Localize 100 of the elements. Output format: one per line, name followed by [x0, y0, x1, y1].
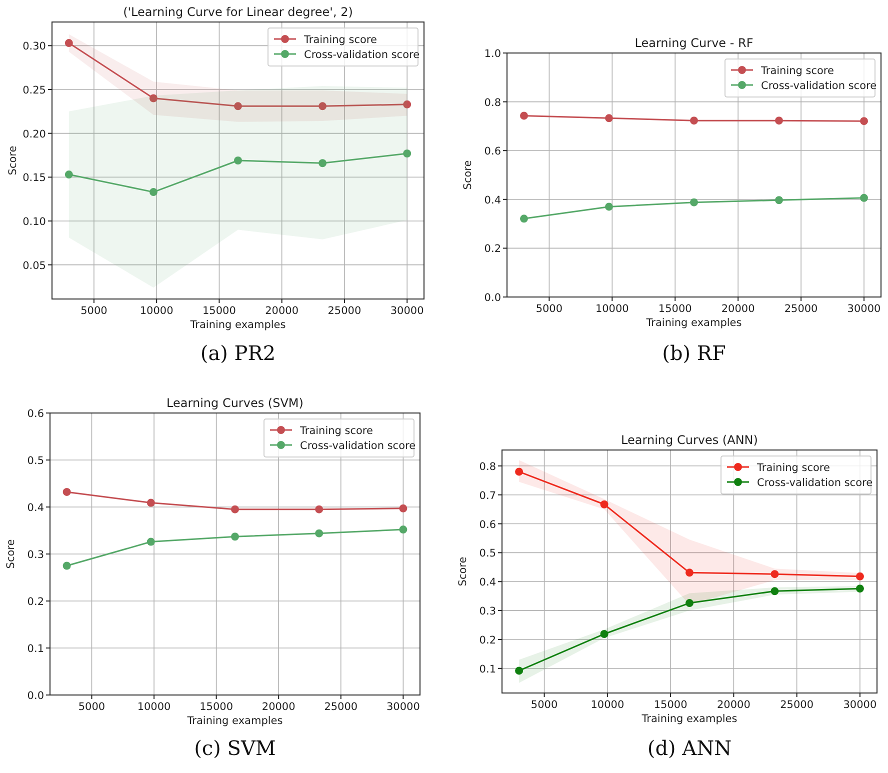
y-tick-label: 0.20: [22, 128, 46, 140]
y-axis-title: Score: [5, 539, 17, 569]
point: [690, 116, 698, 125]
point: [399, 526, 408, 534]
point: [234, 156, 242, 164]
y-tick-label: 0.05: [22, 260, 46, 272]
point: [149, 188, 158, 196]
y-axis-title: Score: [462, 160, 474, 190]
x-tick-label: 10000: [137, 701, 171, 713]
y-tick-label: 0.1: [27, 643, 44, 655]
text: (a) PR2: [200, 341, 276, 365]
y-tick-label: 0.1: [479, 663, 496, 676]
x-tick-label: 5000: [80, 305, 108, 317]
y-tick-label: 0.15: [22, 172, 46, 184]
chart-title: Learning Curves (SVM): [166, 396, 304, 410]
chart-title: Learning Curves (ANN): [621, 433, 758, 447]
x-tick-label: 20000: [716, 699, 750, 711]
point: [62, 562, 71, 570]
x-tick-label: 25000: [784, 303, 818, 315]
x-tick-label: 5000: [78, 701, 106, 713]
point: [146, 538, 155, 546]
y-tick-label: 0.0: [27, 690, 44, 702]
x-tick-label: 20000: [262, 701, 296, 713]
y-tick-label: 0.6: [479, 518, 496, 531]
y-tick-label: 1.0: [484, 48, 501, 60]
x-tick-label: 10000: [590, 699, 624, 711]
y-tick-label: 0.5: [479, 548, 496, 560]
y-axis-title: Score: [7, 146, 19, 176]
point: [403, 100, 412, 108]
x-tick-label: 30000: [847, 303, 881, 315]
legend-label: Training score: [299, 425, 373, 437]
x-tick-label: 25000: [328, 305, 362, 317]
point: [770, 587, 779, 596]
x-tick-label: 30000: [390, 305, 424, 317]
y-tick-label: 0.2: [479, 634, 496, 646]
point: [690, 198, 698, 206]
y-tick-label: 0.5: [27, 455, 44, 467]
x-tick-label: 25000: [780, 699, 814, 711]
x-tick-label: 25000: [324, 701, 358, 713]
point: [231, 505, 239, 514]
y-tick-label: 0.6: [27, 408, 44, 420]
y-tick-label: 0.10: [22, 216, 46, 228]
chart-title: ('Learning Curve for Linear degree', 2): [123, 5, 353, 19]
point: [600, 500, 608, 508]
x-tick-label: 15000: [202, 305, 236, 317]
point: [856, 584, 864, 593]
x-tick-label: 5000: [530, 699, 558, 711]
point: [770, 570, 779, 578]
point: [318, 159, 327, 168]
legend-label: Cross-validation score: [757, 477, 873, 489]
y-tick-label: 0.2: [27, 596, 44, 608]
point: [64, 39, 73, 48]
y-axis-title: Score: [457, 556, 469, 586]
point: [315, 529, 324, 538]
y-tick-label: 0.4: [27, 502, 44, 514]
point: [64, 170, 73, 179]
point: [231, 532, 239, 541]
y-tick-label: 0.2: [484, 243, 501, 256]
y-tick-label: 0.8: [479, 460, 496, 473]
text: (d) ANN: [647, 736, 732, 760]
x-axis-title: Training examples: [189, 319, 286, 331]
point: [605, 114, 613, 122]
point: [318, 102, 327, 110]
legend-label: Cross-validation score: [761, 80, 877, 92]
legend-label: Training score: [303, 34, 377, 46]
legend-label: Cross-validation score: [300, 440, 416, 452]
y-tick-label: 0.25: [22, 84, 46, 96]
point: [399, 504, 408, 512]
y-tick-label: 0.4: [479, 576, 496, 589]
point: [775, 116, 783, 125]
x-tick-label: 20000: [265, 305, 299, 317]
text: (c) SVM: [194, 736, 276, 760]
x-tick-label: 15000: [658, 303, 692, 315]
x-axis-title: Training examples: [645, 317, 742, 329]
point: [860, 117, 868, 126]
y-tick-label: 0.3: [27, 549, 44, 561]
x-tick-label: 30000: [843, 699, 877, 711]
x-tick-label: 10000: [140, 305, 174, 317]
y-tick-label: 0.4: [484, 194, 502, 206]
x-tick-label: 30000: [386, 701, 420, 713]
point: [600, 630, 608, 638]
chart-title: Learning Curve - RF: [634, 36, 754, 50]
point: [146, 498, 155, 507]
y-tick-label: 0.7: [479, 490, 496, 502]
point: [686, 599, 694, 608]
legend-label: Cross-validation score: [304, 49, 420, 61]
y-tick-label: 0.8: [484, 96, 501, 109]
y-tick-label: 0.30: [22, 40, 46, 53]
legend-label: Training score: [756, 462, 830, 474]
point: [686, 568, 694, 577]
point: [62, 488, 71, 496]
x-axis-title: Training examples: [186, 715, 283, 727]
point: [149, 94, 158, 102]
x-tick-label: 10000: [595, 303, 629, 315]
point: [403, 149, 412, 158]
point: [315, 505, 324, 514]
point: [860, 194, 868, 202]
point: [856, 572, 864, 580]
y-tick-label: 0.0: [484, 292, 501, 304]
point: [520, 112, 528, 120]
